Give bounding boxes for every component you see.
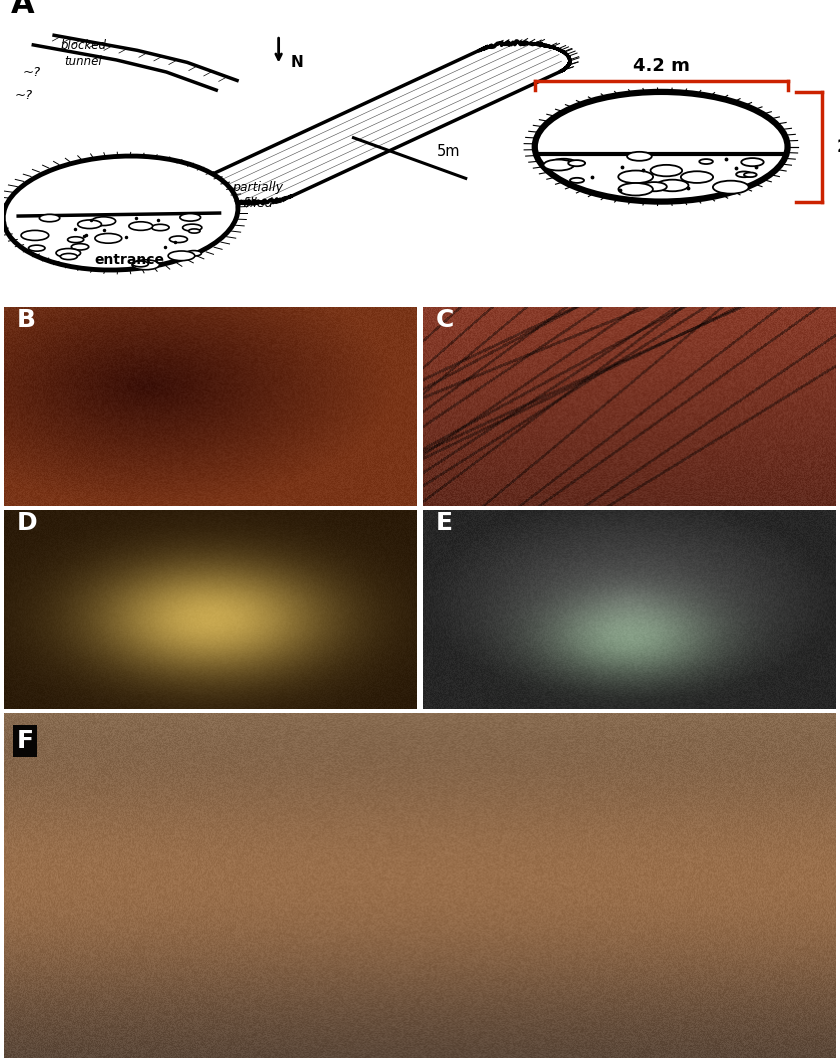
Circle shape [92,217,116,225]
Circle shape [186,251,202,256]
Circle shape [657,180,689,191]
Circle shape [182,224,202,231]
Text: ~?: ~? [14,88,32,102]
Text: partially
filled: partially filled [233,182,283,210]
Circle shape [29,246,45,251]
Ellipse shape [535,91,788,202]
Circle shape [568,161,585,166]
Circle shape [551,158,576,168]
Text: B: B [17,308,35,333]
Text: N: N [291,55,304,70]
Circle shape [627,152,652,161]
Circle shape [180,214,201,221]
Polygon shape [34,35,237,90]
Circle shape [618,170,653,183]
Circle shape [642,182,667,191]
Circle shape [129,222,153,231]
Circle shape [151,224,169,231]
Circle shape [618,183,653,196]
Text: F: F [17,729,34,753]
Circle shape [60,253,77,259]
Circle shape [716,184,743,193]
Text: D: D [17,511,37,536]
Circle shape [95,234,122,243]
Circle shape [21,231,49,240]
Circle shape [77,220,102,229]
Circle shape [650,165,682,176]
Ellipse shape [3,156,238,270]
Circle shape [744,172,757,178]
Circle shape [170,236,187,242]
Circle shape [133,261,149,267]
Circle shape [56,249,81,257]
Text: A: A [11,0,34,19]
Circle shape [71,243,89,250]
Circle shape [713,181,748,193]
Text: 2 m: 2 m [837,138,840,156]
Text: E: E [435,511,453,536]
Circle shape [741,158,764,166]
Circle shape [67,237,84,242]
Circle shape [681,171,713,183]
Circle shape [132,259,160,270]
Text: blocked
tunnel: blocked tunnel [60,39,106,68]
Circle shape [699,159,713,164]
Text: entrance: entrance [94,253,164,267]
Circle shape [736,171,752,178]
Text: 4.2 m: 4.2 m [633,56,690,74]
Text: 5m: 5m [437,144,460,158]
Circle shape [543,159,574,170]
Circle shape [168,251,195,260]
Circle shape [188,229,200,233]
Circle shape [39,215,60,222]
Polygon shape [203,41,570,204]
Text: ~?: ~? [23,66,40,79]
Circle shape [86,220,104,226]
Circle shape [570,178,584,183]
Text: C: C [435,308,454,333]
